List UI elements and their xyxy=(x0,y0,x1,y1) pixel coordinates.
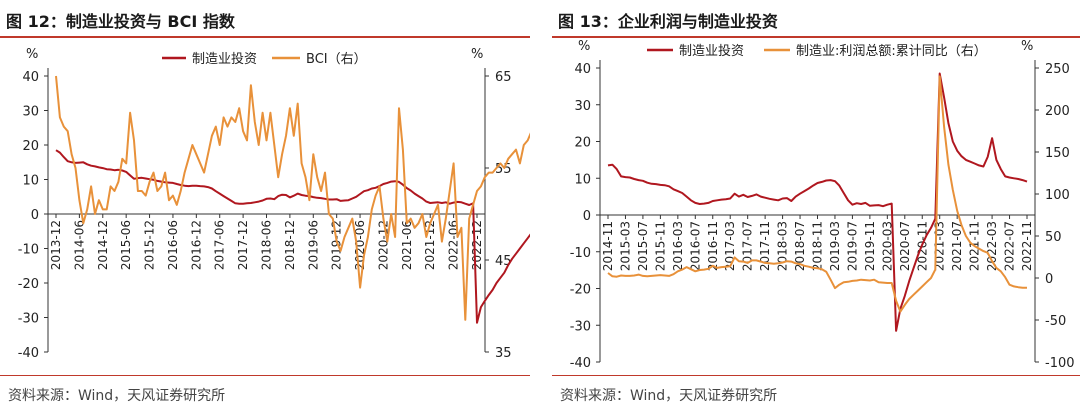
y-tick-label-left: 20 xyxy=(574,136,591,151)
x-tick-label: 2017-07 xyxy=(741,221,755,271)
title-rule xyxy=(552,36,1080,38)
series-line-secondary xyxy=(55,75,530,321)
y-tick-label-right: 50 xyxy=(1045,230,1062,245)
y-tick-label-left: 30 xyxy=(574,99,591,114)
x-tick-label: 2017-06 xyxy=(213,220,227,270)
x-tick-label: 2018-11 xyxy=(811,221,825,271)
legend-label: 制造业投资 xyxy=(679,43,744,59)
chart-12-plot: % % -40 -30 -20 -10 0 10 20 30 40 35 45 55 65 2013-12 20… xyxy=(18,47,530,361)
x-tick-label: 2020-03 xyxy=(880,221,894,271)
y-tick-label-left: -10 xyxy=(18,243,39,258)
x-tick-label: 2016-11 xyxy=(706,221,720,271)
y-tick-label-left: -40 xyxy=(18,346,39,361)
y-tick-label-left: 10 xyxy=(22,174,39,189)
x-tick-label: 2022-07 xyxy=(1003,221,1017,271)
y-tick-label-left: 20 xyxy=(22,139,39,154)
x-tick-label: 2022-12 xyxy=(470,220,484,270)
x-tick-label: 2018-06 xyxy=(260,220,274,270)
x-tick-label: 2017-03 xyxy=(723,221,737,271)
y-tick-label-left: -20 xyxy=(18,277,39,292)
x-tick-label: 2021-07 xyxy=(950,221,964,271)
y-unit-left: % xyxy=(26,47,38,62)
x-tick-label: 2018-12 xyxy=(283,220,297,270)
x-tick-label: 2019-03 xyxy=(828,221,842,271)
y-tick-label-right: 250 xyxy=(1045,62,1070,77)
x-tick-label: 2015-12 xyxy=(143,220,157,270)
series-line-primary xyxy=(55,149,530,324)
x-tick-label: 2019-12 xyxy=(330,220,344,270)
x-tick-label: 2018-07 xyxy=(793,221,807,271)
y-tick-label-right: 35 xyxy=(495,346,512,361)
y-tick-label-left: 40 xyxy=(574,62,591,77)
x-tick-label: 2015-03 xyxy=(618,221,632,271)
y-tick-label-right: -100 xyxy=(1045,356,1075,371)
y-tick-label-left: 40 xyxy=(22,70,39,85)
x-tick-label: 2021-06 xyxy=(400,220,414,270)
chart-panel-13: 图 13：企业利润与制造业投资 %% -40 -30 -20 -10 0 10 20 30 40-… xyxy=(552,0,1080,416)
y-tick-label-right: 55 xyxy=(495,162,512,177)
y-tick-label-left: -10 xyxy=(570,246,591,261)
series-line-primary xyxy=(607,72,1028,332)
y-tick-label-left: 30 xyxy=(22,105,39,120)
x-tick-label: 2018-03 xyxy=(776,221,790,271)
x-tick-label: 2019-06 xyxy=(306,220,320,270)
y-tick-label-left: 10 xyxy=(574,172,591,187)
x-tick-label: 2014-12 xyxy=(96,220,110,270)
source-note: 资料来源：Wind，天风证券研究所 xyxy=(8,388,226,404)
x-tick-label: 2016-07 xyxy=(688,221,702,271)
x-tick-label: 2016-06 xyxy=(166,220,180,270)
x-tick-label: 2022-03 xyxy=(985,221,999,271)
chart-title: 图 12：制造业投资与 BCI 指数 xyxy=(6,12,235,31)
x-tick-label: 2014-06 xyxy=(72,220,86,270)
x-tick-label: 2020-07 xyxy=(898,221,912,271)
legend-label: 制造业投资 xyxy=(192,51,257,67)
y-tick-label-left: -20 xyxy=(570,283,591,298)
x-tick-label: 2015-07 xyxy=(636,221,650,271)
source-note: 资料来源：Wind，天风证券研究所 xyxy=(560,388,778,404)
y-tick-label-right: 150 xyxy=(1045,146,1070,161)
x-tick-label: 2013-12 xyxy=(49,220,63,270)
legend-label: 制造业:利润总额:累计同比（右） xyxy=(796,44,987,59)
x-tick-label: 2015-06 xyxy=(119,220,133,270)
y-tick-label-right: 0 xyxy=(1045,272,1053,287)
source-rule xyxy=(552,375,1080,376)
x-tick-label: 2016-12 xyxy=(189,220,203,270)
legend-label: BCI（右） xyxy=(306,52,367,67)
y-unit-left: % xyxy=(578,39,590,54)
series-line-secondary xyxy=(607,75,1027,313)
title-rule xyxy=(0,36,530,38)
y-unit-right: % xyxy=(471,47,483,62)
y-tick-label-left: -30 xyxy=(570,319,591,334)
x-tick-label: 2022-06 xyxy=(447,220,461,270)
source-rule xyxy=(0,375,530,376)
y-tick-label-right: 65 xyxy=(495,70,512,85)
x-tick-label: 2020-06 xyxy=(353,220,367,270)
y-tick-label-left: 0 xyxy=(31,208,39,223)
chart-panel-12: 图 12：制造业投资与 BCI 指数 %% -40 -30 -20 -10 0 10 20 30… xyxy=(0,0,530,416)
y-tick-label-right: -50 xyxy=(1045,314,1066,329)
y-tick-label-right: 45 xyxy=(495,254,512,269)
x-tick-label: 2020-12 xyxy=(376,220,390,270)
x-tick-label: 2019-11 xyxy=(863,221,877,271)
x-tick-label: 2017-12 xyxy=(236,220,250,270)
y-tick-label-left: 0 xyxy=(583,209,591,224)
x-tick-label: 2022-11 xyxy=(1020,221,1034,271)
y-unit-right: % xyxy=(1021,39,1033,54)
x-tick-label: 2017-11 xyxy=(758,221,772,271)
x-tick-label: 2015-11 xyxy=(653,221,667,271)
x-tick-label: 2014-11 xyxy=(601,221,615,271)
x-tick-label: 2019-07 xyxy=(845,221,859,271)
chart-13-plot: % %-40-30-20-10010203040-100-500501001502… xyxy=(570,39,1075,371)
chart-title: 图 13：企业利润与制造业投资 xyxy=(558,12,778,31)
y-tick-label-left: -30 xyxy=(18,312,39,327)
y-tick-label-left: -40 xyxy=(570,356,591,371)
y-tick-label-right: 100 xyxy=(1045,188,1070,203)
x-tick-label: 2016-03 xyxy=(671,221,685,271)
y-tick-label-right: 200 xyxy=(1045,104,1070,119)
